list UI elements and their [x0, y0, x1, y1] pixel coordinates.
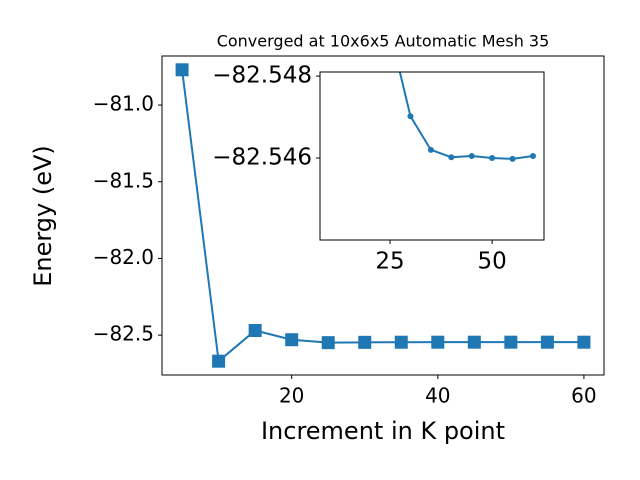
- y-axis-label: Energy (eV): [29, 145, 57, 287]
- x-axis-label: Increment in K point: [261, 417, 505, 445]
- marker: [468, 153, 475, 159]
- plot-content: [175, 63, 591, 368]
- axes-frame: [161, 55, 605, 376]
- marker: [285, 333, 299, 347]
- marker: [321, 336, 335, 350]
- marker: [577, 335, 591, 349]
- x-tick-label: 50: [477, 249, 506, 275]
- marker: [407, 113, 414, 120]
- x-tick-label: 60: [571, 384, 596, 408]
- y-tick-label: −81.5: [93, 168, 154, 192]
- marker: [448, 154, 455, 161]
- line: [398, 72, 534, 160]
- y-tick-label: −82.548: [212, 63, 312, 89]
- marker: [212, 354, 226, 368]
- marker: [504, 335, 518, 349]
- y-tick-label: −82.5: [93, 322, 154, 346]
- marker: [394, 335, 408, 349]
- marker: [529, 153, 536, 159]
- plot-content: [398, 72, 536, 162]
- marker: [489, 155, 496, 162]
- y-tick-label: −82.0: [93, 245, 154, 269]
- marker: [358, 335, 372, 349]
- marker: [248, 324, 262, 338]
- x-tick-label: 25: [375, 249, 404, 275]
- marker: [431, 335, 445, 349]
- axes-frame: [319, 71, 545, 241]
- marker: [427, 146, 434, 153]
- y-tick-label: −82.546: [212, 145, 312, 171]
- marker: [509, 155, 516, 162]
- chart-title: Converged at 10x6x5 Automatic Mesh 35: [217, 32, 550, 51]
- marker: [540, 335, 554, 349]
- y-tick-label: −81.0: [93, 92, 154, 116]
- plot-area: [320, 72, 544, 240]
- marker: [175, 63, 189, 77]
- x-tick-label: 20: [279, 384, 304, 408]
- marker: [467, 335, 481, 349]
- x-tick-label: 40: [425, 384, 450, 408]
